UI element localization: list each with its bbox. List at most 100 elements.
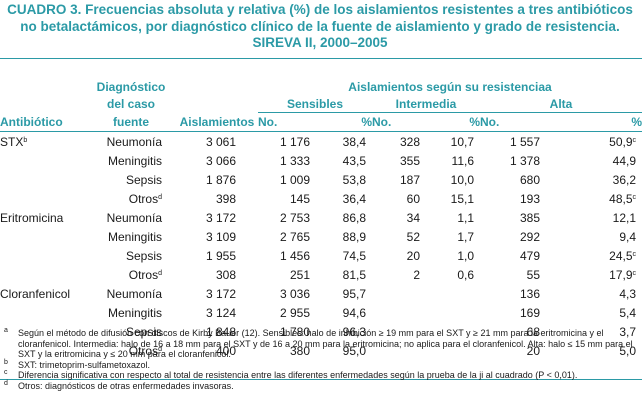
footnote-marker: b <box>23 136 28 144</box>
sensitive-count-cell: 145 <box>289 191 310 206</box>
high-pct-cell: 44,9 <box>612 153 636 168</box>
intermediate-pct-cell: 0,6 <box>457 267 474 282</box>
intermediate-pct-cell: 1,0 <box>457 248 474 263</box>
title-line-1: Frecuencias absoluta y relativa (%) de l… <box>85 2 633 17</box>
diagnosis-cell: Neumonía <box>106 134 162 149</box>
diagnosis-cell: Otrosd <box>128 191 162 206</box>
sensitive-count-cell: 1 333 <box>279 153 310 168</box>
diagnosis-cell: Otrosd <box>128 267 162 282</box>
table-row: Sepsis 1 876 1 009 53,8 187 10,0 680 36,2 <box>0 170 642 189</box>
sensitive-pct-cell: 95,0 <box>342 343 366 358</box>
isolates-cell: 308 <box>215 267 236 282</box>
antibiotic-cell <box>0 151 86 170</box>
footnote: b SXT: trimetoprim-sulfametoxazol. <box>4 358 636 371</box>
antibiotic-cell <box>0 246 86 265</box>
high-count-cell: 68 <box>526 324 540 339</box>
header-sens-pct: % <box>314 112 372 132</box>
intermediate-pct-cell: 10,7 <box>450 134 474 149</box>
footnote-text: Diferencia significativa con respecto al… <box>18 370 578 381</box>
high-count-cell: 680 <box>519 172 540 187</box>
header-intermedia: Intermedia <box>372 96 480 113</box>
header-diagnostico: Diagnóstico <box>96 80 166 94</box>
sensitive-pct-cell: 36,4 <box>342 191 366 206</box>
footnote: d Otros: diagnósticos de otras enfermedad… <box>4 380 636 392</box>
sensitive-pct-cell: 95,7 <box>342 286 366 301</box>
table-row: Otrosd 400 380 95,0 20 5,0 <box>0 341 642 360</box>
intermediate-count-cell: 20 <box>406 248 420 263</box>
sensitive-pct-cell: 53,8 <box>342 172 366 187</box>
sensitive-pct-cell: 86,8 <box>342 210 366 225</box>
intermediate-count-cell: 328 <box>399 134 420 149</box>
sensitive-count-cell: 2 765 <box>279 229 310 244</box>
table-row: Eritromicina Neumonía 3 172 2 753 86,8 34 1,1 3… <box>0 208 642 227</box>
header-fuente: fuente <box>86 112 176 132</box>
footnote-text: Según el método de difusión con discos d… <box>18 328 633 360</box>
intermediate-pct-cell: 11,6 <box>451 153 474 168</box>
high-count-cell: 1 378 <box>509 153 540 168</box>
diagnosis-cell: Meningitis <box>107 153 162 168</box>
footnote-marker: d <box>158 193 162 201</box>
footnote-text: SXT: trimetoprim-sulfametoxazol. <box>18 359 151 370</box>
sensitive-count-cell: 380 <box>289 343 310 358</box>
antibiotic-cell <box>0 303 86 322</box>
header-del-caso: del caso <box>106 97 156 112</box>
sensitive-count-cell: 3 036 <box>279 286 310 301</box>
high-pct-cell: 36,2 <box>612 172 636 187</box>
diagnosis-cell: Sepsis <box>125 324 162 339</box>
antibiotic-cell: Eritromicina <box>0 210 64 225</box>
sensitive-count-cell: 2 955 <box>279 305 310 320</box>
high-pct-cell: 12,1 <box>612 210 636 225</box>
header-alta: Alta <box>480 96 642 113</box>
footnote: c Diferencia significativa con respecto a… <box>4 369 636 381</box>
header-alta-pct: % <box>544 112 642 132</box>
sensitive-count-cell: 251 <box>289 267 310 282</box>
sensitive-pct-cell: 38,4 <box>342 134 366 149</box>
header-alta-no: No. <box>480 112 544 132</box>
high-count-cell: 1 557 <box>509 134 540 149</box>
table-row: Meningitis 3 066 1 333 43,5 355 11,6 1 378 44,9 <box>0 151 642 170</box>
sensitive-pct-cell: 81,5 <box>342 267 366 282</box>
table-footnotes: a Según el método de difusión con discos … <box>4 327 636 392</box>
header-int-pct: % <box>424 112 480 132</box>
footnote-mark: c <box>4 369 8 377</box>
intermediate-count-cell: 355 <box>399 153 420 168</box>
intermediate-pct-cell: 1,7 <box>457 229 474 244</box>
footnote-marker: c <box>632 269 637 277</box>
title-line-2: no betalactámicos, por diagnóstico clíni… <box>20 18 620 34</box>
intermediate-pct-cell: 15,1 <box>450 191 474 206</box>
diagnosis-cell: Sepsis <box>125 248 162 263</box>
title-line-3: SIREVA II, 2000–2005 <box>252 35 388 50</box>
table-number: CUADRO 3. <box>7 2 82 17</box>
diagnosis-cell: Meningitis <box>107 229 162 244</box>
high-pct-cell: 9,4 <box>619 229 636 244</box>
intermediate-count-cell: 52 <box>406 229 420 244</box>
intermediate-pct-cell <box>424 284 480 303</box>
table-row: Otrosd 308 251 81,5 2 0,6 55 17,9c <box>0 265 642 284</box>
footnote-text: Otros: diagnósticos de otras enfermedade… <box>18 380 234 391</box>
intermediate-count-cell <box>372 303 424 322</box>
footnote-mark: a <box>4 327 8 334</box>
footnote-marker: d <box>158 345 162 353</box>
isolates-cell: 1 876 <box>205 172 236 187</box>
diagnosis-cell: Neumonía <box>106 210 162 225</box>
footnote-marker: c <box>632 136 637 144</box>
high-count-cell: 292 <box>519 229 540 244</box>
isolates-cell: 3 109 <box>205 229 236 244</box>
sensitive-pct-cell: 96,3 <box>342 324 366 339</box>
resistance-table: Diagnóstico Aislamientos según su resist… <box>0 58 642 380</box>
sensitive-pct-cell: 94,6 <box>342 305 366 320</box>
intermediate-count-cell: 187 <box>399 172 420 187</box>
high-count-cell: 169 <box>519 305 540 320</box>
high-pct-cell: 24,5c <box>609 248 636 263</box>
sensitive-count-cell: 1 176 <box>279 134 310 149</box>
high-count-cell: 479 <box>519 248 540 263</box>
diagnosis-cell: Otrosd <box>128 343 162 358</box>
isolates-cell: 1 848 <box>205 324 236 339</box>
footnote-mark: b <box>4 358 8 366</box>
diagnosis-cell: Neumonía <box>106 286 162 301</box>
isolates-cell: 3 066 <box>205 153 236 168</box>
high-pct-cell: 17,9c <box>609 267 637 282</box>
sensitive-pct-cell: 74,5 <box>342 248 366 263</box>
table-row: Meningitis 3 124 2 955 94,6 169 5,4 <box>0 303 642 322</box>
sensitive-count-cell: 1 456 <box>279 248 310 263</box>
